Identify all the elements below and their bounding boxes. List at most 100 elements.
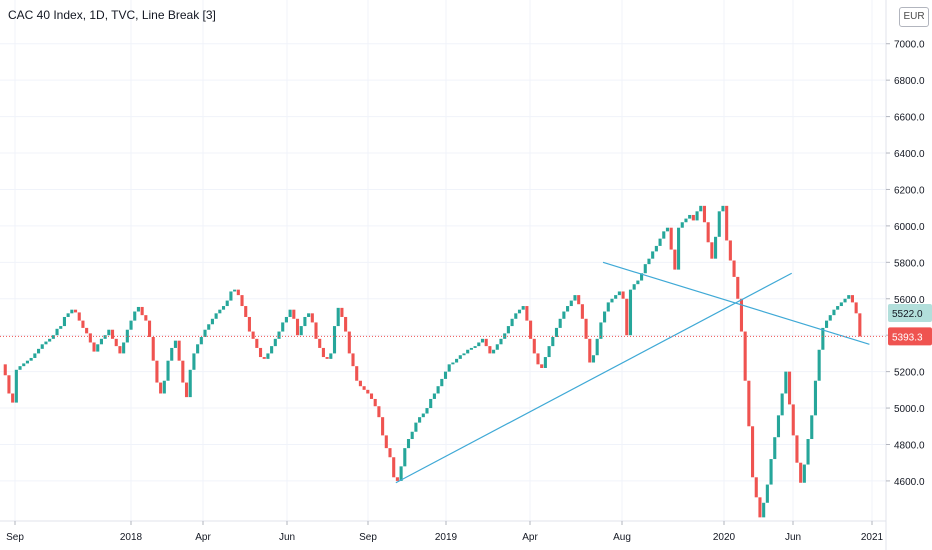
up-brick <box>414 422 418 432</box>
up-brick <box>203 329 207 338</box>
down-brick <box>577 295 581 305</box>
up-brick <box>510 318 514 327</box>
up-brick <box>651 251 655 259</box>
up-brick <box>469 347 473 350</box>
up-brick <box>451 362 455 365</box>
up-brick <box>70 309 74 314</box>
down-brick <box>181 360 185 383</box>
up-brick <box>847 295 851 299</box>
down-brick <box>344 316 348 332</box>
last-price-label: 5393.3 <box>892 332 923 343</box>
down-brick <box>151 337 155 361</box>
time-tick-label: 2018 <box>120 532 143 543</box>
down-brick <box>144 315 148 321</box>
up-brick <box>832 309 836 316</box>
down-brick <box>159 382 163 394</box>
up-brick <box>440 378 444 387</box>
up-brick <box>569 300 573 307</box>
down-brick <box>584 318 588 339</box>
chart-title: CAC 40 Index, 1D, TVC, Line Break [3] <box>8 8 216 22</box>
up-brick <box>599 322 603 339</box>
up-brick <box>218 309 222 314</box>
up-brick <box>473 346 477 348</box>
up-brick <box>521 306 525 310</box>
down-brick <box>366 389 370 394</box>
up-brick <box>332 326 337 354</box>
down-brick <box>751 426 755 478</box>
up-brick <box>458 355 462 359</box>
price-axis[interactable]: 4600.04800.05000.05200.05400.05600.05800… <box>886 40 925 488</box>
up-brick <box>636 280 640 285</box>
up-brick <box>514 313 518 319</box>
up-brick <box>25 360 29 364</box>
price-tick-label: 6000.0 <box>894 222 925 233</box>
up-brick <box>606 302 610 312</box>
down-brick <box>702 205 707 223</box>
up-brick <box>22 363 26 367</box>
down-brick <box>7 375 11 394</box>
down-brick <box>536 353 540 365</box>
prev-close-label-bg <box>888 303 932 322</box>
up-brick <box>813 380 818 416</box>
down-brick <box>73 309 78 313</box>
up-brick <box>573 295 577 301</box>
up-brick <box>632 284 636 290</box>
down-brick <box>351 353 355 367</box>
up-brick <box>129 320 133 330</box>
currency-button[interactable]: EUR <box>899 7 929 27</box>
time-tick-label: Apr <box>195 532 211 543</box>
up-brick <box>166 360 170 381</box>
up-brick <box>717 211 721 237</box>
up-brick <box>595 338 599 356</box>
trend-line <box>395 272 792 484</box>
up-brick <box>136 306 140 312</box>
up-brick <box>462 353 466 356</box>
up-brick <box>836 306 840 310</box>
down-brick <box>11 393 15 403</box>
up-brick <box>170 347 174 361</box>
time-axis[interactable]: Sep 2018 Apr Jun Sep 2019 Apr Aug 2020 Jun 2021 <box>6 521 884 543</box>
trend-lines[interactable] <box>395 261 870 484</box>
up-brick <box>662 231 666 239</box>
down-brick <box>395 477 399 481</box>
up-brick <box>281 322 285 332</box>
up-brick <box>643 264 647 274</box>
down-brick <box>85 327 89 334</box>
up-brick <box>303 316 307 327</box>
up-brick <box>817 349 821 381</box>
up-brick <box>806 439 810 465</box>
down-brick <box>580 304 584 319</box>
down-brick <box>588 338 592 363</box>
up-brick <box>210 318 214 325</box>
up-brick <box>14 369 18 403</box>
up-brick <box>336 307 340 327</box>
up-brick <box>273 338 277 347</box>
up-brick <box>96 344 100 352</box>
prev-close-label: 5522.0 <box>892 309 923 320</box>
up-brick <box>299 326 303 336</box>
up-brick <box>821 327 825 350</box>
up-brick <box>773 437 777 460</box>
up-brick <box>776 415 781 438</box>
price-tick-label: 4600.0 <box>894 477 925 488</box>
down-brick <box>392 457 396 478</box>
down-brick <box>292 309 296 319</box>
up-brick <box>51 335 55 339</box>
up-brick <box>436 386 440 394</box>
up-brick <box>647 258 651 265</box>
down-brick <box>377 406 381 418</box>
up-brick <box>425 408 429 414</box>
price-tick-label: 6400.0 <box>894 149 925 160</box>
up-brick <box>677 227 681 270</box>
down-brick <box>140 306 144 316</box>
up-brick <box>825 320 829 328</box>
down-brick <box>381 417 385 436</box>
down-brick <box>3 364 7 376</box>
up-brick <box>18 366 22 370</box>
down-brick <box>747 380 751 427</box>
down-brick <box>858 313 862 337</box>
up-brick <box>603 311 607 323</box>
down-brick <box>177 340 181 361</box>
up-brick <box>62 316 66 327</box>
